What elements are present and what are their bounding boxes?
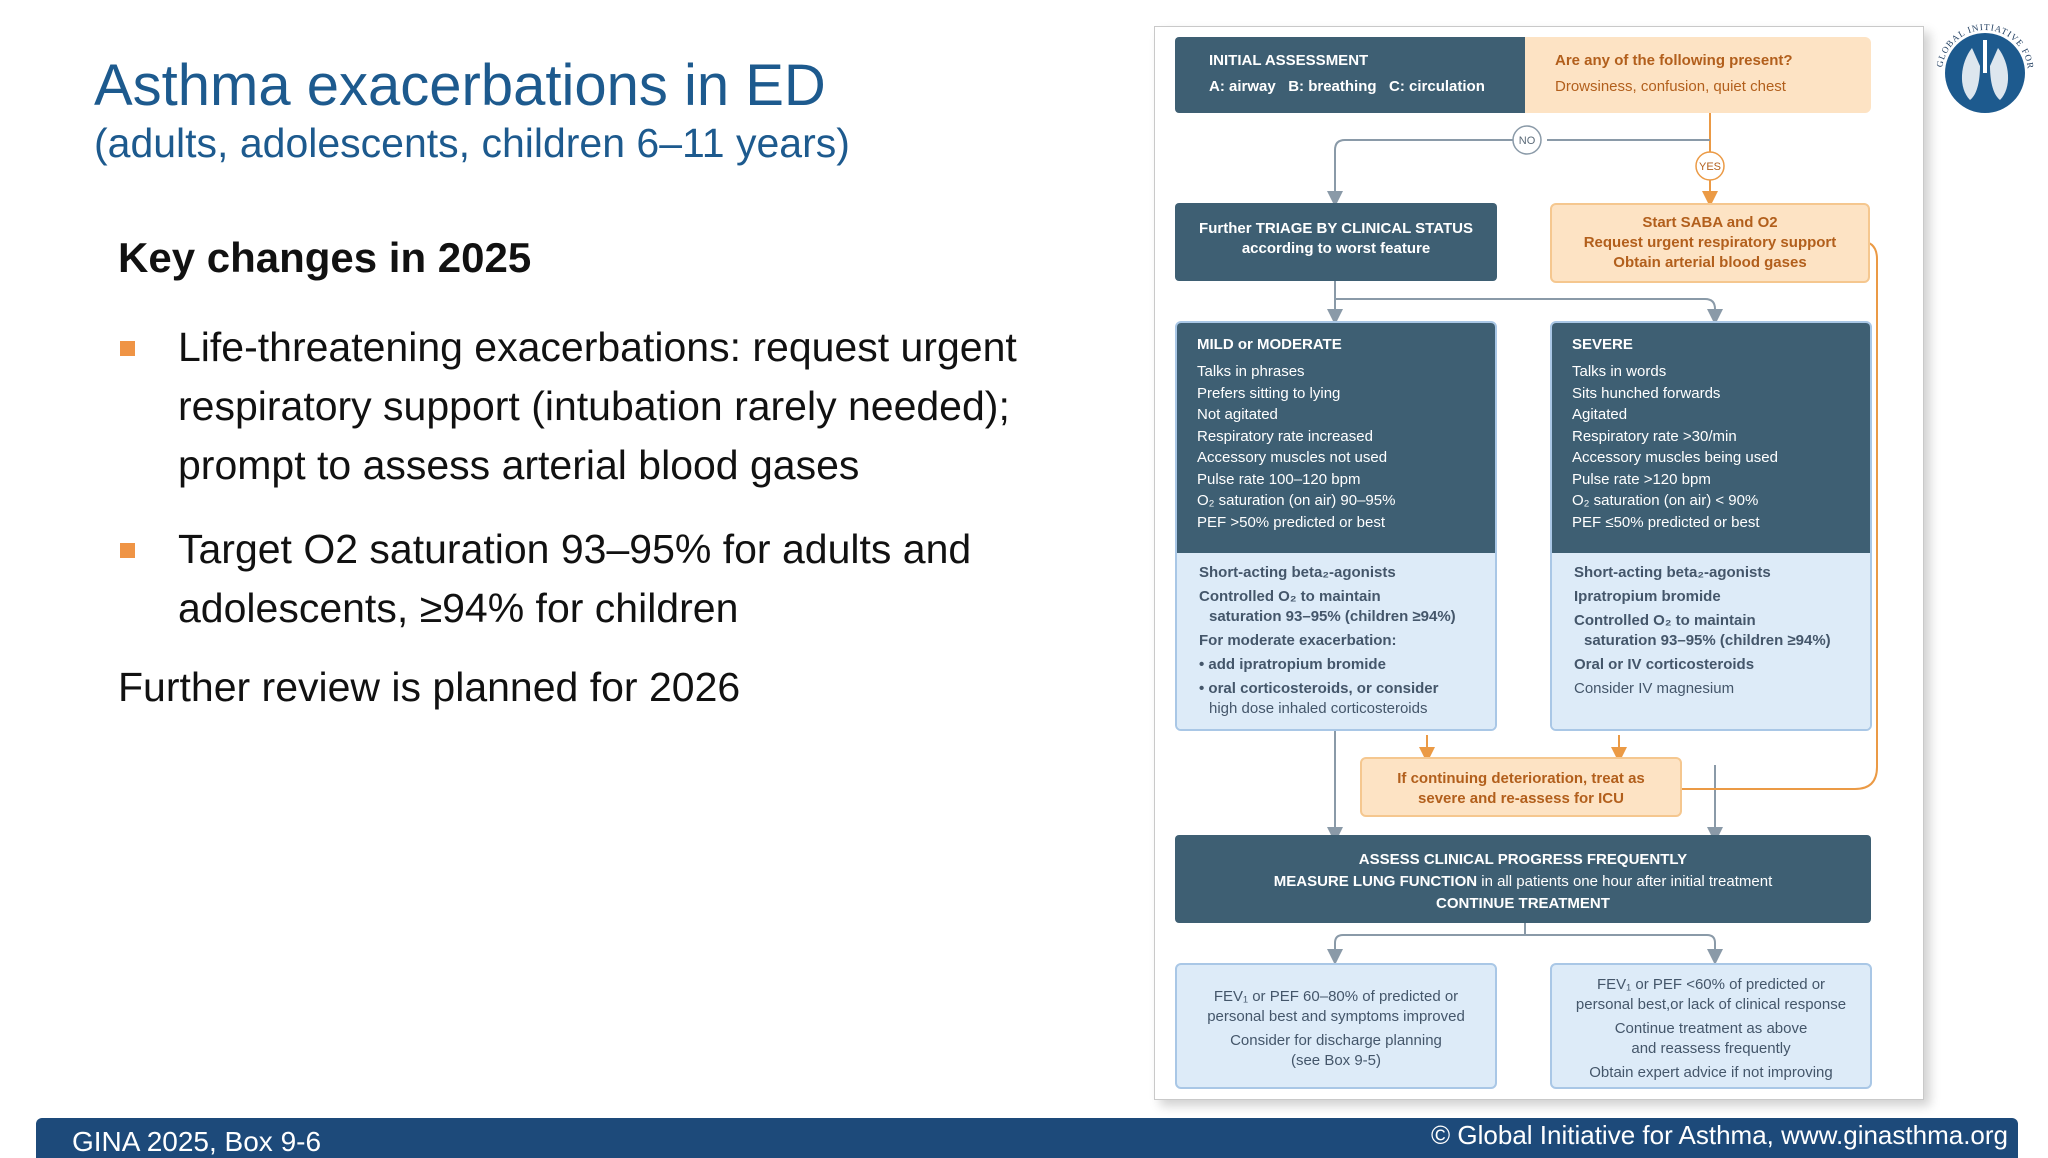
mild-feature: O₂ saturation (on air) 90–95% [1197,492,1396,509]
severe-title: SEVERE [1572,336,1633,353]
deterioration-box: If continuing deterioration, treat as se… [1360,757,1682,817]
severe-feature: Talks in words [1572,363,1667,380]
deterioration-line-2: severe and re-assess for ICU [1418,790,1624,807]
yes-circle [1695,151,1725,181]
triage-line-1: Further TRIAGE BY CLINICAL STATUS [1199,220,1473,237]
saba-box: Start SABA and O2 Request urgent respira… [1550,203,1870,283]
bullet-text: Life-threatening exacerbations: request … [178,324,1017,488]
no-label: NO [1519,135,1536,147]
saba-line-3: Obtain arterial blood gases [1613,254,1807,271]
mild-treatment: saturation 93–95% (children ≥94%) [1209,608,1456,625]
saba-line-1: Start SABA and O2 [1642,214,1778,231]
initial-assessment-box: INITIAL ASSESSMENT A: airway B: breathin… [1175,37,1525,113]
initial-assessment-items: A: airway B: breathing C: circulation [1209,78,1485,95]
outcome-good-line: FEV₁ or PEF 60–80% of predicted or [1213,988,1459,1005]
severe-treatment: Consider IV magnesium [1574,680,1735,697]
question-title: Are any of the following present? [1555,52,1793,69]
mild-feature: Pulse rate 100–120 bpm [1197,470,1361,488]
bullet-square-icon [120,341,135,356]
mild-feature: Prefers sitting to lying [1197,384,1341,402]
outcome-good-line: personal best and symptoms improved [1207,1008,1465,1025]
mild-moderate-box: MILD or MODERATE Talks in phrases Prefer… [1175,321,1497,731]
outcome-poor-line: personal best,or lack of clinical respon… [1575,996,1847,1013]
outcome-good-line: Consider for discharge planning [1230,1032,1442,1049]
bullet-item: Target O2 saturation 93–95% for adults a… [118,520,1078,638]
footer-bar [36,1118,2018,1158]
mild-feature: Respiratory rate increased [1197,427,1373,445]
assess-split-connector [1334,934,1716,953]
severe-feature: Agitated [1572,406,1628,423]
initial-assessment-title: INITIAL ASSESSMENT [1209,52,1369,69]
triage-box: Further TRIAGE BY CLINICAL STATUS accord… [1175,203,1497,281]
slide-subtitle: (adults, adolescents, children 6–11 year… [94,120,850,166]
severe-features-panel: SEVERE Talks in words Sits hunched forwa… [1552,323,1870,553]
mild-treatment: • add ipratropium bromide [1199,656,1386,673]
mild-title: MILD or MODERATE [1197,336,1342,353]
assess-progress-box: ASSESS CLINICAL PROGRESS FREQUENTLY MEAS… [1175,835,1871,923]
mild-treatment: Short-acting beta₂-agonists [1199,564,1396,581]
triage-line-2: according to worst feature [1241,240,1431,257]
severe-feature: O₂ saturation (on air) < 90% [1572,492,1759,509]
outcome-poor-line: Continue treatment as above [1614,1020,1808,1037]
assess-line-2-rest: in all patients one hour after initial t… [1477,873,1773,890]
severe-treatment: Controlled O₂ to maintain [1574,612,1756,629]
assess-line-2: MEASURE LUNG FUNCTION in all patients on… [1175,871,1871,893]
severe-treatment: Short-acting beta₂-agonists [1574,564,1771,581]
bullet-square-icon [120,543,135,558]
severe-feature: Respiratory rate >30/min [1572,427,1737,445]
mild-treatment: Controlled O₂ to maintain [1199,588,1381,605]
mild-feature: Not agitated [1197,406,1278,423]
bullet-text: Target O2 saturation 93–95% for adults a… [178,526,972,631]
slide-title: Asthma exacerbations in ED [94,53,826,118]
no-circle [1512,125,1542,155]
severe-feature: Sits hunched forwards [1572,384,1721,402]
mild-feature: Talks in phrases [1197,363,1305,380]
question-items: Drowsiness, confusion, quiet chest [1555,78,1786,95]
mild-treatment: • oral corticosteroids, or consider [1199,680,1439,697]
yes-label: YES [1699,161,1721,173]
no-connector [1327,139,1521,207]
flowchart-diagram: NO YES INITIAL ASSESSMENT A: airway B: b… [1154,26,1924,1100]
assess-line-3: CONTINUE TREATMENT [1436,895,1610,912]
outcome-poor-line: FEV₁ or PEF <60% of predicted or [1596,976,1826,993]
outcome-poor-line: and reassess frequently [1631,1040,1791,1057]
outcome-poor-line: Obtain expert advice if not improving [1589,1064,1833,1081]
mild-features-panel: MILD or MODERATE Talks in phrases Prefer… [1177,323,1495,553]
outcome-good-line: (see Box 9-5) [1290,1052,1382,1069]
severe-treatment: Ipratropium bromide [1574,588,1721,605]
severe-treatment: Oral or IV corticosteroids [1574,656,1755,673]
assess-line-1: ASSESS CLINICAL PROGRESS FREQUENTLY [1358,851,1688,868]
outcome-poor-box: FEV₁ or PEF <60% of predicted or persona… [1550,963,1872,1089]
bullet-item: Life-threatening exacerbations: request … [118,318,1078,495]
severe-feature: Accessory muscles being used [1572,449,1778,466]
deterioration-line-1: If continuing deterioration, treat as [1397,770,1645,787]
mild-treatment: For moderate exacerbation: [1199,632,1397,649]
saba-line-2: Request urgent respiratory support [1583,234,1837,251]
severe-treatment-panel: Short-acting beta₂-agonists Ipratropium … [1552,553,1870,729]
mild-feature: Accessory muscles not used [1197,449,1388,466]
key-changes-heading: Key changes in 2025 [118,234,532,281]
severe-feature: Pulse rate >120 bpm [1572,470,1711,488]
severe-box: SEVERE Talks in words Sits hunched forwa… [1550,321,1872,731]
outcome-good-box: FEV₁ or PEF 60–80% of predicted or perso… [1175,963,1497,1089]
question-box: Are any of the following present? Drowsi… [1525,37,1871,113]
footer-copyright: © Global Initiative for Asthma, www.gina… [1431,1120,2008,1150]
triage-severe-connector [1335,298,1723,325]
further-review-text: Further review is planned for 2026 [118,664,741,710]
assess-line-2-bold: MEASURE LUNG FUNCTION [1273,873,1478,890]
severe-feature: PEF ≤50% predicted or best [1572,513,1760,531]
severe-treatment: saturation 93–95% (children ≥94%) [1584,632,1831,649]
mild-treatment: high dose inhaled corticosteroids [1209,700,1428,717]
footer-source: GINA 2025, Box 9-6 [72,1126,322,1157]
mild-feature: PEF >50% predicted or best [1197,513,1386,531]
gina-logo-icon: GLOBAL INITIATIVE FOR ASTHMA [1930,18,2035,113]
mild-treatment-panel: Short-acting beta₂-agonists Controlled O… [1177,553,1495,729]
